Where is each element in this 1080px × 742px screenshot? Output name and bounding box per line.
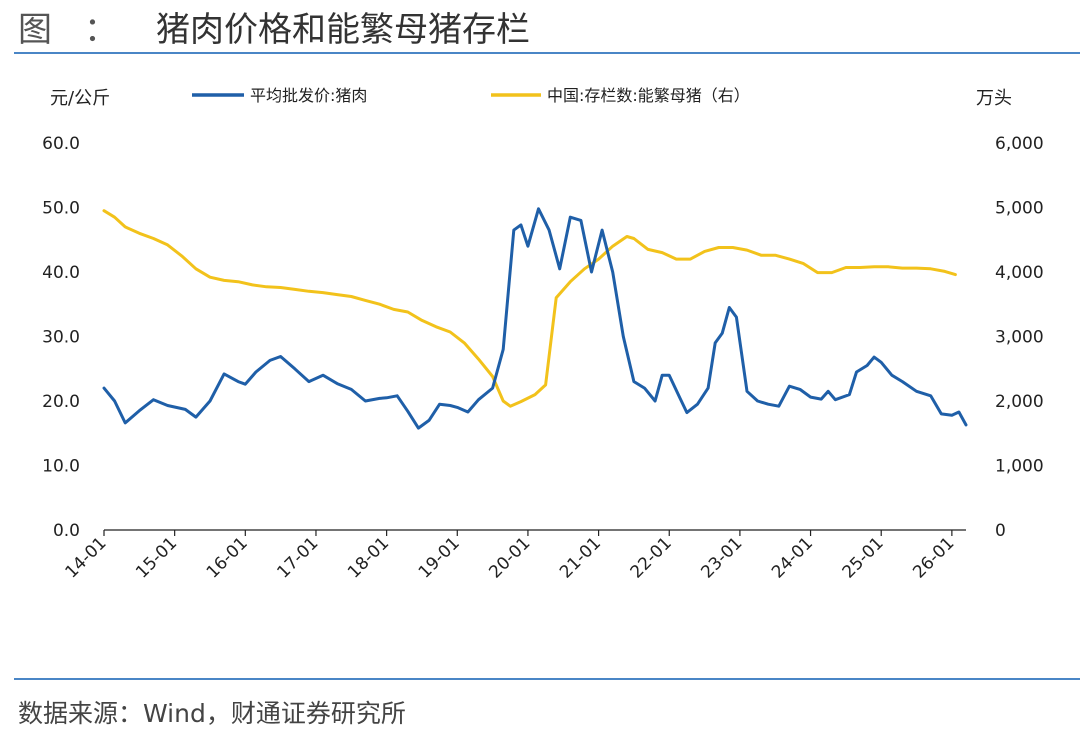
x-tick-label: 15-01 [132, 533, 181, 582]
x-tick-label: 17-01 [273, 533, 322, 582]
right-tick-label: 5,000 [995, 199, 1044, 219]
figure-label: 图 [18, 9, 54, 50]
right-tick-label: 4,000 [995, 263, 1044, 283]
series-line-pork-price [102, 207, 968, 430]
series-line-sow-inventory [102, 209, 957, 408]
x-tick-label: 19-01 [415, 533, 464, 582]
x-tick-label: 22-01 [627, 533, 676, 582]
bottom-rule [14, 678, 1080, 680]
right-axis-unit: 万头 [976, 88, 1012, 109]
right-tick-label: 2,000 [995, 392, 1044, 412]
chart: 平均批发价:猪肉 中国:存栏数:能繁母猪（右） 元/公斤 万头 0.0 10.0 2… [42, 86, 1044, 582]
top-rule [14, 52, 1080, 54]
right-tick-label: 1,000 [995, 457, 1044, 477]
legend-label-inventory: 中国:存栏数:能繁母猪（右） [547, 86, 750, 105]
x-axis: 14-01 15-01 16-01 17-01 18-01 19-01 20-01 21-01… [61, 530, 958, 582]
x-tick-label: 16-01 [203, 533, 252, 582]
left-tick-label: 20.0 [42, 392, 80, 412]
x-tick-label: 24-01 [768, 533, 817, 582]
left-tick-label: 60.0 [42, 134, 80, 154]
left-tick-label: 50.0 [42, 199, 80, 219]
figure-title: 猪肉价格和能繁母猪存栏 [156, 9, 530, 50]
plot-area [102, 207, 968, 430]
right-tick-label: 3,000 [995, 328, 1044, 348]
left-tick-label: 0.0 [53, 521, 80, 541]
right-tick-label: 0 [995, 521, 1006, 541]
x-tick-label: 25-01 [839, 533, 888, 582]
right-tick-label: 6,000 [995, 134, 1044, 154]
x-tick-label: 18-01 [344, 533, 393, 582]
x-tick-label: 23-01 [697, 533, 746, 582]
title-row: 图 ： 猪肉价格和能繁母猪存栏 [18, 2, 530, 50]
right-axis: 0 1,000 2,000 3,000 4,000 5,000 6,000 [995, 134, 1044, 541]
left-axis-unit: 元/公斤 [50, 88, 110, 109]
legend: 平均批发价:猪肉 中国:存栏数:能繁母猪（右） [192, 86, 750, 105]
left-tick-label: 30.0 [42, 328, 80, 348]
legend-label-price: 平均批发价:猪肉 [250, 86, 367, 105]
left-axis: 0.0 10.0 20.0 30.0 40.0 50.0 60.0 [42, 134, 80, 541]
x-tick-label: 21-01 [556, 533, 605, 582]
left-tick-label: 40.0 [42, 263, 80, 283]
left-tick-label: 10.0 [42, 457, 80, 477]
x-tick-label: 26-01 [909, 533, 958, 582]
figure-colon: ： [84, 9, 118, 50]
source-note: 数据来源：Wind，财通证券研究所 [18, 699, 406, 728]
x-tick-label: 20-01 [485, 533, 534, 582]
